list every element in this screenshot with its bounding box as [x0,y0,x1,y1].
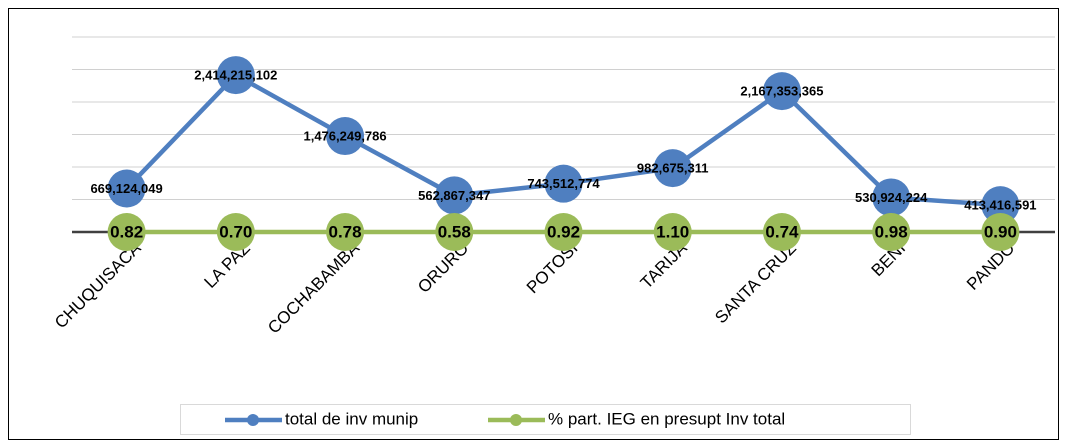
data-label: 1,476,249,786 [303,128,386,143]
point [762,213,801,251]
data-label: 0.74 [765,222,799,241]
data-label: 0.58 [438,222,471,241]
point [872,213,911,251]
legend-box [180,404,911,435]
data-label: 982,675,311 [637,161,709,176]
point [981,213,1020,251]
data-label: 413,416,591 [964,198,1036,213]
data-label: 0.98 [875,222,908,241]
point [653,149,692,188]
point [653,213,692,251]
point [544,213,583,251]
data-label: 669,124,049 [90,181,162,196]
data-label: 530,924,224 [855,190,928,205]
data-label: 0.90 [984,222,1017,241]
point [435,213,474,251]
data-label: 1.10 [656,222,689,241]
data-label: 2,167,353,365 [740,84,823,99]
data-label: 562,867,347 [418,188,490,203]
legend-label: % part. IEG en presupt Inv total [548,409,785,428]
point [216,56,255,95]
data-label: 0.82 [110,222,143,241]
data-label: 0.70 [219,222,252,241]
data-label: 0.92 [547,222,580,241]
data-label: 0.78 [329,222,362,241]
legend-marker [510,414,522,426]
point [435,176,474,215]
legend-label: total de inv munip [285,409,418,428]
point [326,117,365,156]
data-label: 2,414,215,102 [194,68,277,83]
point [107,213,146,251]
legend-marker [247,414,259,426]
point [107,169,146,208]
point [326,213,365,251]
point [981,186,1020,225]
data-label: 743,512,774 [527,176,600,191]
point [872,178,911,217]
point [762,72,801,111]
point [544,164,583,203]
point [216,213,255,251]
